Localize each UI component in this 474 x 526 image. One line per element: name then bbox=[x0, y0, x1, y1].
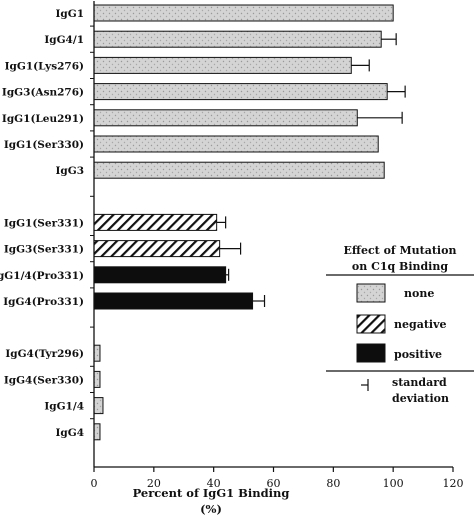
category-label: IgG1(Ser330) bbox=[4, 139, 84, 151]
bar bbox=[93, 266, 227, 284]
x-tick-label: 100 bbox=[383, 477, 404, 490]
legend-sd-label-line1: standard bbox=[392, 376, 447, 389]
legend-title-line1: Effect of Mutation bbox=[344, 244, 457, 257]
bar bbox=[93, 109, 358, 127]
legend: Effect of Mutation on C1q Binding none n… bbox=[326, 244, 474, 405]
category-label: IgG4/1 bbox=[44, 34, 84, 46]
bar bbox=[93, 423, 101, 441]
x-tick-label: 20 bbox=[147, 477, 161, 490]
category-label: IgG1 bbox=[55, 8, 84, 20]
category-label: IgG3 bbox=[55, 165, 84, 177]
x-axis-title: Percent of IgG1 Binding bbox=[133, 486, 290, 500]
x-tick-label: 80 bbox=[326, 477, 340, 490]
bar bbox=[93, 370, 101, 388]
bar bbox=[93, 397, 104, 415]
bar bbox=[93, 56, 352, 74]
legend-title-line2: on C1q Binding bbox=[352, 260, 448, 273]
category-label: IgG3(Asn276) bbox=[2, 87, 84, 99]
bar bbox=[93, 30, 382, 48]
bar bbox=[93, 135, 379, 153]
legend-label-negative: negative bbox=[394, 318, 446, 331]
category-label: IgG4(Ser330) bbox=[4, 374, 84, 386]
bar bbox=[93, 240, 221, 258]
category-label: IgG1(Ser331) bbox=[4, 217, 84, 229]
category-label: IgG1(Lys276) bbox=[5, 60, 84, 72]
bar bbox=[93, 161, 385, 179]
category-label: IgG4(Pro331) bbox=[3, 296, 84, 308]
x-tick-label: 60 bbox=[267, 477, 281, 490]
category-label: IgG4 bbox=[55, 427, 84, 439]
legend-swatch-negative bbox=[356, 314, 386, 334]
x-tick-label: 0 bbox=[91, 477, 98, 490]
bar bbox=[93, 292, 254, 310]
category-label: IgG4(Tyr296) bbox=[5, 348, 84, 360]
x-axis-unit: (%) bbox=[200, 502, 222, 516]
category-label: IgG1/4 bbox=[44, 401, 84, 413]
category-label: IgG1/4(Pro331) bbox=[0, 270, 84, 282]
legend-label-positive: positive bbox=[394, 348, 442, 361]
bar bbox=[93, 4, 394, 22]
bar bbox=[93, 213, 218, 231]
standard-deviation-icon bbox=[361, 379, 369, 391]
bar bbox=[93, 83, 388, 101]
plot-area: IgG1 IgG4/1 IgG1(Lys276) IgG3(Asn276) IgG1(L… bbox=[0, 4, 406, 441]
category-label: IgG3(Ser331) bbox=[4, 244, 84, 256]
legend-swatch-none bbox=[356, 283, 386, 303]
x-tick-label: 120 bbox=[443, 477, 464, 490]
legend-sd-label-line2: deviation bbox=[392, 392, 449, 405]
x-axis: 0 20 40 60 80 100 120 bbox=[90, 1, 464, 490]
x-tick-label: 40 bbox=[207, 477, 221, 490]
bar bbox=[93, 344, 101, 362]
legend-swatch-positive bbox=[356, 343, 386, 363]
category-label: IgG1(Leu291) bbox=[2, 113, 84, 125]
legend-label-none: none bbox=[404, 287, 434, 300]
